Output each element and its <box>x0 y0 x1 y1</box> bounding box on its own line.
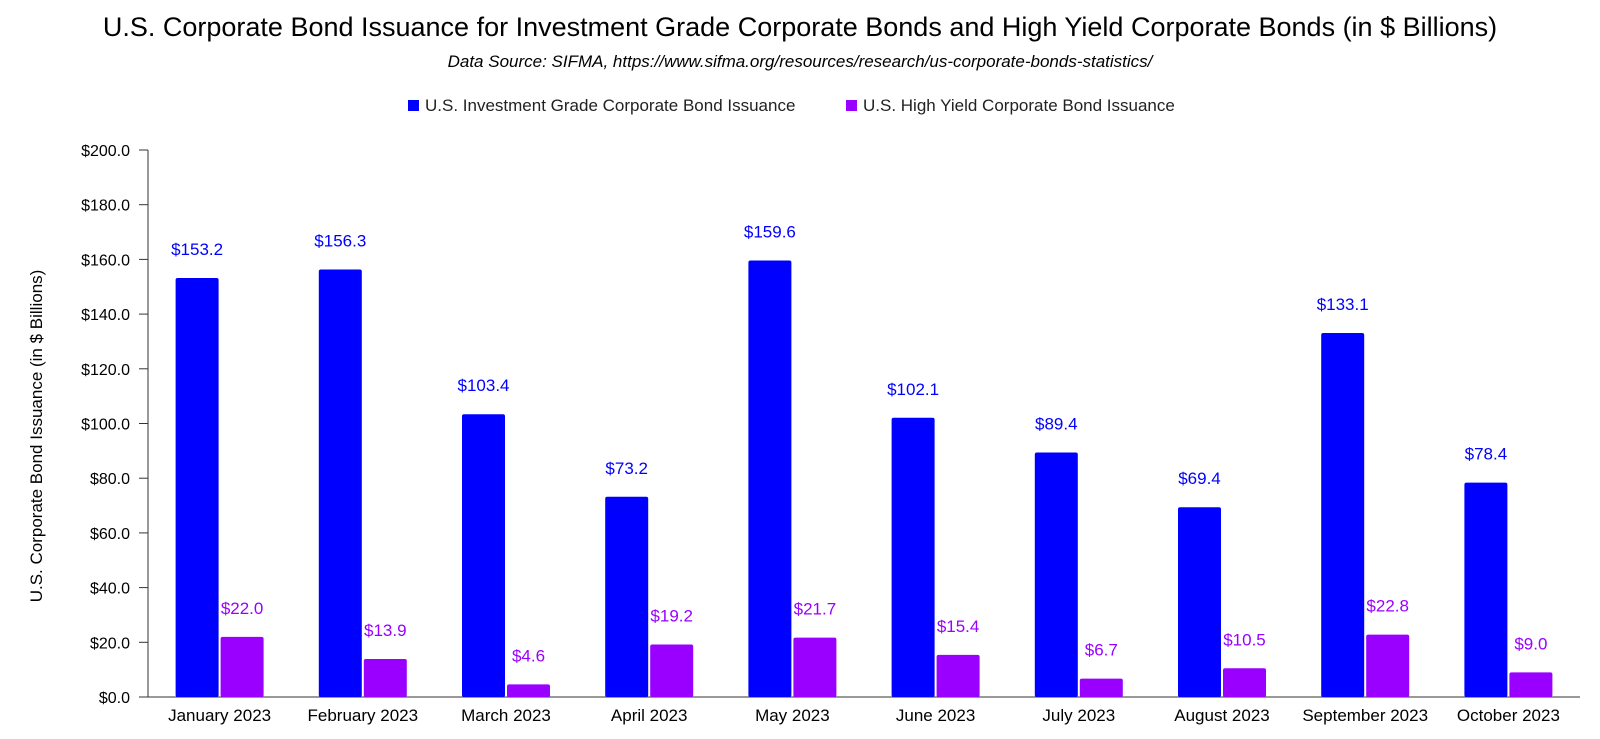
bar-investment-grade <box>175 277 219 697</box>
y-tick-label: $0.0 <box>99 690 130 707</box>
data-label-investment-grade: $73.2 <box>605 459 648 478</box>
y-tick-label: $200.0 <box>81 143 130 160</box>
data-label-investment-grade: $78.4 <box>1465 445 1508 464</box>
bar-investment-grade <box>605 496 649 697</box>
bar-high-yield <box>650 644 694 697</box>
bar-investment-grade <box>318 269 362 697</box>
data-label-investment-grade: $133.1 <box>1317 295 1369 314</box>
data-label-high-yield: $9.0 <box>1514 634 1547 653</box>
y-tick-label: $40.0 <box>90 581 130 598</box>
chart-subtitle: Data Source: SIFMA, https://www.sifma.or… <box>448 52 1155 71</box>
data-labels: $153.2 $22.0 $156.3 $13.9 $103.4 $4.6 $73.2 $19… <box>171 222 1547 665</box>
y-tick-label: $120.0 <box>81 362 130 379</box>
x-category-label: June 2023 <box>896 706 975 725</box>
bar-high-yield <box>793 637 837 697</box>
y-tick-label: $180.0 <box>81 198 130 215</box>
bar-investment-grade <box>1034 452 1078 697</box>
y-axis-label: U.S. Corporate Bond Issuance (in $ Billi… <box>27 270 46 603</box>
bar-investment-grade <box>891 417 935 697</box>
data-label-investment-grade: $103.4 <box>458 376 510 395</box>
x-category-label: July 2023 <box>1042 706 1115 725</box>
bar-investment-grade <box>1464 482 1508 697</box>
data-label-high-yield: $15.4 <box>937 617 980 636</box>
x-category-label: January 2023 <box>168 706 271 725</box>
bar-high-yield <box>220 636 264 697</box>
bar-high-yield <box>1366 634 1410 697</box>
x-category-label: May 2023 <box>755 706 830 725</box>
data-label-high-yield: $10.5 <box>1223 630 1266 649</box>
y-tick-label: $80.0 <box>90 471 130 488</box>
x-axis: January 2023 February 2023 March 2023 April… <box>148 696 1580 725</box>
x-category-label: September 2023 <box>1302 706 1428 725</box>
y-tick-label: $60.0 <box>90 526 130 543</box>
bar-investment-grade <box>462 414 505 697</box>
bar-investment-grade <box>1178 507 1221 697</box>
x-category-label: March 2023 <box>461 706 551 725</box>
legend-label-high-yield: U.S. High Yield Corporate Bond Issuance <box>863 96 1175 115</box>
data-label-high-yield: $13.9 <box>364 621 407 640</box>
legend-swatch-investment-grade <box>408 100 419 111</box>
x-category-label: February 2023 <box>308 706 419 725</box>
data-label-investment-grade: $156.3 <box>314 232 366 251</box>
legend-label-investment-grade: U.S. Investment Grade Corporate Bond Iss… <box>425 96 795 115</box>
bar-high-yield <box>507 684 550 697</box>
legend-swatch-high-yield <box>846 100 857 111</box>
data-label-investment-grade: $102.1 <box>887 380 939 399</box>
data-label-high-yield: $19.2 <box>650 606 693 625</box>
x-category-label: April 2023 <box>611 706 688 725</box>
data-label-high-yield: $22.0 <box>221 599 264 618</box>
data-label-investment-grade: $69.4 <box>1178 469 1221 488</box>
bars <box>175 260 1553 697</box>
y-tick-label: $100.0 <box>81 417 130 434</box>
bar-investment-grade <box>748 260 792 697</box>
chart-title: U.S. Corporate Bond Issuance for Investm… <box>103 12 1497 42</box>
y-tick-label: $20.0 <box>90 635 130 652</box>
data-label-high-yield: $22.8 <box>1366 597 1409 616</box>
data-label-investment-grade: $153.2 <box>171 240 223 259</box>
bar-high-yield <box>1509 672 1553 697</box>
x-category-label: October 2023 <box>1457 706 1560 725</box>
x-category-label: August 2023 <box>1174 706 1269 725</box>
bar-high-yield <box>363 658 407 697</box>
data-label-investment-grade: $89.4 <box>1035 414 1078 433</box>
bar-investment-grade <box>1321 332 1365 697</box>
data-label-high-yield: $4.6 <box>512 646 545 665</box>
data-label-investment-grade: $159.6 <box>744 222 796 241</box>
bar-high-yield <box>1223 668 1266 697</box>
legend: U.S. Investment Grade Corporate Bond Iss… <box>408 96 1175 115</box>
data-label-high-yield: $6.7 <box>1085 641 1118 660</box>
y-tick-label: $160.0 <box>81 252 130 269</box>
bar-high-yield <box>936 654 980 697</box>
y-tick-label: $140.0 <box>81 307 130 324</box>
y-axis: $0.0 $20.0 $40.0 $60.0 $80.0 $100.0 $120.0 $140… <box>81 143 149 707</box>
bar-high-yield <box>1079 678 1123 697</box>
data-label-high-yield: $21.7 <box>794 600 837 619</box>
